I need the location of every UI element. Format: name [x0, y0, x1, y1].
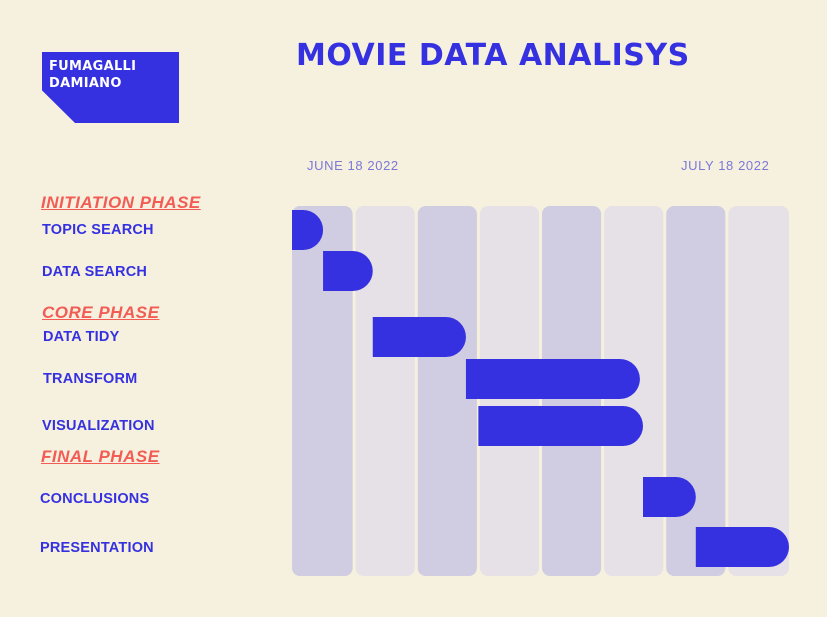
- phase-label-final: FINAL PHASE: [41, 447, 160, 466]
- timeline-column-3: [417, 206, 477, 576]
- timeline-column-1: [292, 206, 353, 576]
- phase-label-initiation: INITIATION PHASE: [41, 193, 201, 212]
- task-bar-conclusions: [643, 477, 696, 517]
- author-first-name: FUMAGALLI: [49, 59, 137, 74]
- task-bar-data-search: [323, 251, 373, 291]
- author-badge: FUMAGALLI DAMIANO: [42, 52, 179, 123]
- task-label-topic-search: TOPIC SEARCH: [42, 222, 154, 238]
- timeline-column-8: [728, 206, 789, 576]
- timeline-column-2: [355, 206, 415, 576]
- phase-label-core: CORE PHASE: [42, 303, 160, 322]
- axis-start-date: JUNE 18 2022: [307, 158, 399, 173]
- axis-end-date: JULY 18 2022: [681, 158, 770, 173]
- task-label-visualization: VISUALIZATION: [42, 418, 155, 434]
- author-last-name: DAMIANO: [49, 76, 122, 91]
- task-bar-transform: [465, 359, 640, 399]
- task-bar-data-tidy: [372, 317, 466, 357]
- task-label-conclusions: CONCLUSIONS: [40, 491, 150, 507]
- task-bar-topic-search: [292, 210, 324, 250]
- task-bar-presentation: [695, 527, 789, 567]
- task-label-data-search: DATA SEARCH: [42, 264, 148, 280]
- timeline-column-7: [666, 206, 726, 576]
- task-bar-visualization: [478, 406, 644, 447]
- task-label-data-tidy: DATA TIDY: [43, 329, 120, 345]
- task-label-transform: TRANSFORM: [43, 371, 138, 387]
- task-label-presentation: PRESENTATION: [40, 540, 154, 556]
- page-title: MOVIE DATA ANALISYS: [296, 38, 690, 73]
